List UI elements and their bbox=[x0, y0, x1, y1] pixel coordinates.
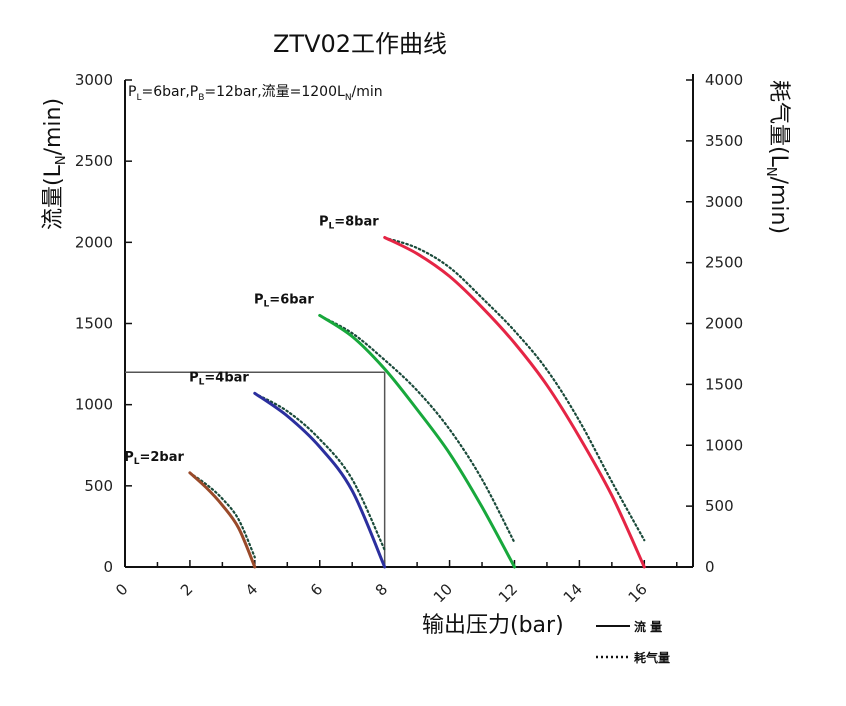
y-left-tick-label: 0 bbox=[103, 558, 113, 576]
y-right-tick-label: 3500 bbox=[705, 132, 743, 150]
x-tick-label: 6 bbox=[307, 580, 326, 599]
series-1-air-line bbox=[253, 392, 386, 552]
y-right-tick-label: 4000 bbox=[705, 71, 743, 89]
x-tick-label: 4 bbox=[242, 580, 261, 599]
y-left-tick-label: 1500 bbox=[75, 315, 113, 333]
series-group bbox=[188, 236, 646, 569]
legend-air-label: 耗气量 bbox=[634, 650, 670, 665]
series-1-label: PL=4bar bbox=[189, 370, 249, 387]
x-tick-label: 0 bbox=[112, 580, 131, 599]
y-right-tick-label: 1500 bbox=[705, 375, 743, 393]
x-tick-label: 10 bbox=[430, 580, 456, 606]
series-3-air-line bbox=[383, 236, 646, 542]
series-0-flow-line bbox=[188, 471, 257, 569]
y-left-tick-label: 500 bbox=[84, 477, 113, 495]
series-0-air-line bbox=[188, 471, 256, 559]
y-right-tick-label: 500 bbox=[705, 497, 734, 515]
chart-title: ZTV02工作曲线 bbox=[273, 30, 447, 58]
series-2-label: PL=6bar bbox=[254, 292, 314, 309]
x-axis-title: 输出压力(bar) bbox=[422, 613, 564, 638]
y-right-tick-label: 3000 bbox=[705, 193, 743, 211]
axes: 0 500 1000 1500 2000 2500 3000 0 500 1000 1500 2000… bbox=[75, 71, 743, 606]
legend-flow-label: 流 量 bbox=[634, 619, 662, 634]
y-right-tick-label: 1000 bbox=[705, 436, 743, 454]
series-0-label: PL=2bar bbox=[124, 450, 184, 467]
y-right-tick-label: 2500 bbox=[705, 254, 743, 272]
series-1-flow-line bbox=[253, 391, 387, 569]
series-2-air-line bbox=[318, 314, 516, 544]
series-labels: PL=2bar PL=4bar PL=6bar PL=8bar bbox=[124, 214, 379, 466]
series-3-label: PL=8bar bbox=[319, 214, 379, 231]
y-left-axis-title: 流量(LN/min) bbox=[41, 98, 69, 230]
y-left-tick-label: 3000 bbox=[75, 71, 113, 89]
y-right-axis-title: 耗气量(LN/min) bbox=[763, 80, 791, 234]
x-tick-label: 2 bbox=[177, 580, 196, 599]
y-left-tick-label: 2500 bbox=[75, 152, 113, 170]
y-left-tick-label: 2000 bbox=[75, 233, 113, 251]
x-tick-label: 8 bbox=[372, 580, 391, 599]
y-right-tick-label: 2000 bbox=[705, 315, 743, 333]
x-tick-label: 12 bbox=[495, 580, 521, 606]
x-tick-label: 16 bbox=[625, 580, 651, 606]
reference-lines bbox=[125, 371, 386, 567]
series-2-flow-line bbox=[318, 313, 516, 569]
y-right-tick-label: 0 bbox=[705, 558, 715, 576]
chart-annotation: PL=6bar,PB=12bar,流量=1200LN/min bbox=[128, 84, 383, 103]
legend: 流 量 耗气量 bbox=[596, 619, 670, 665]
x-tick-label: 14 bbox=[560, 580, 586, 606]
y-left-tick-label: 1000 bbox=[75, 396, 113, 414]
series-3-flow-line bbox=[383, 236, 646, 569]
